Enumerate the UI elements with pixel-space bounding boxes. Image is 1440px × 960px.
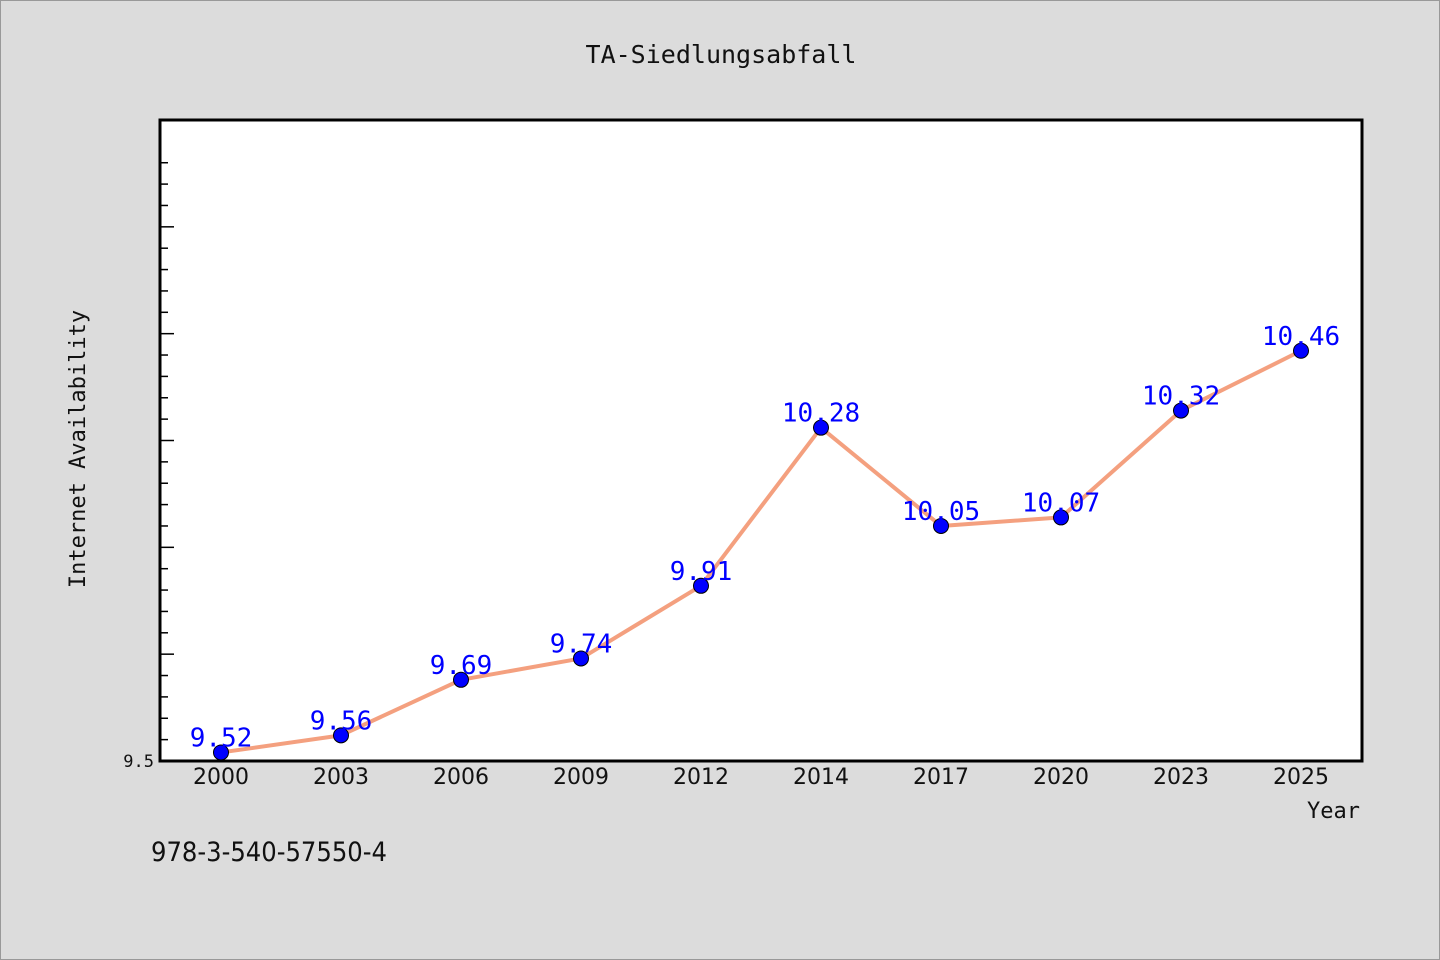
data-point [933,517,949,534]
x-tick-label: 2000 [193,765,249,790]
data-point [213,744,229,761]
y-axis-label: Internet Availability [66,310,91,588]
data-point [1293,342,1309,359]
plot-area [158,118,1364,763]
isbn-text: 978-3-540-57550-4 [151,837,387,868]
data-label: 9.56 [310,706,373,736]
data-label: 10.28 [782,399,860,429]
y-axis-ticks [160,161,174,762]
chart-title: TA-Siedlungsabfall [586,40,857,69]
x-axis-label: Year [1307,799,1360,824]
y-tick-label: 9.5 [123,752,154,772]
data-label: 10.46 [1262,322,1340,352]
series-line [219,348,1303,755]
x-tick-label: 2009 [553,765,609,790]
x-tick-label: 2006 [433,765,489,790]
x-tick-label: 2020 [1033,765,1089,790]
data-point [333,727,349,744]
x-tick-label: 2017 [913,765,969,790]
x-tick-label: 2003 [313,765,369,790]
x-tick-label: 2025 [1273,765,1329,790]
x-tick-label: 2012 [673,765,729,790]
y-axis-tick-labels: 9.5 [123,752,154,772]
data-label: 10.07 [1022,488,1100,518]
data-point [1053,509,1069,526]
data-label: 9.69 [430,651,493,681]
data-point [693,577,709,594]
data-label: 10.05 [902,497,980,527]
x-tick-label: 2014 [793,765,849,790]
data-label: 10.32 [1142,382,1220,412]
series-group: 9.52 9.56 9.69 9.74 9.91 10.28 10.05 10.07 10.32… [190,322,1340,761]
data-point [453,671,469,688]
data-point [573,650,589,667]
data-label: 9.52 [190,723,253,753]
data-point [1173,402,1189,419]
data-point [813,419,829,436]
x-axis-tick-labels: 2000 2003 2006 2009 2012 2014 2017 2020 2023 2025 [193,765,1329,790]
x-tick-label: 2023 [1153,765,1209,790]
data-label: 9.74 [550,629,613,659]
data-label: 9.91 [670,557,733,587]
